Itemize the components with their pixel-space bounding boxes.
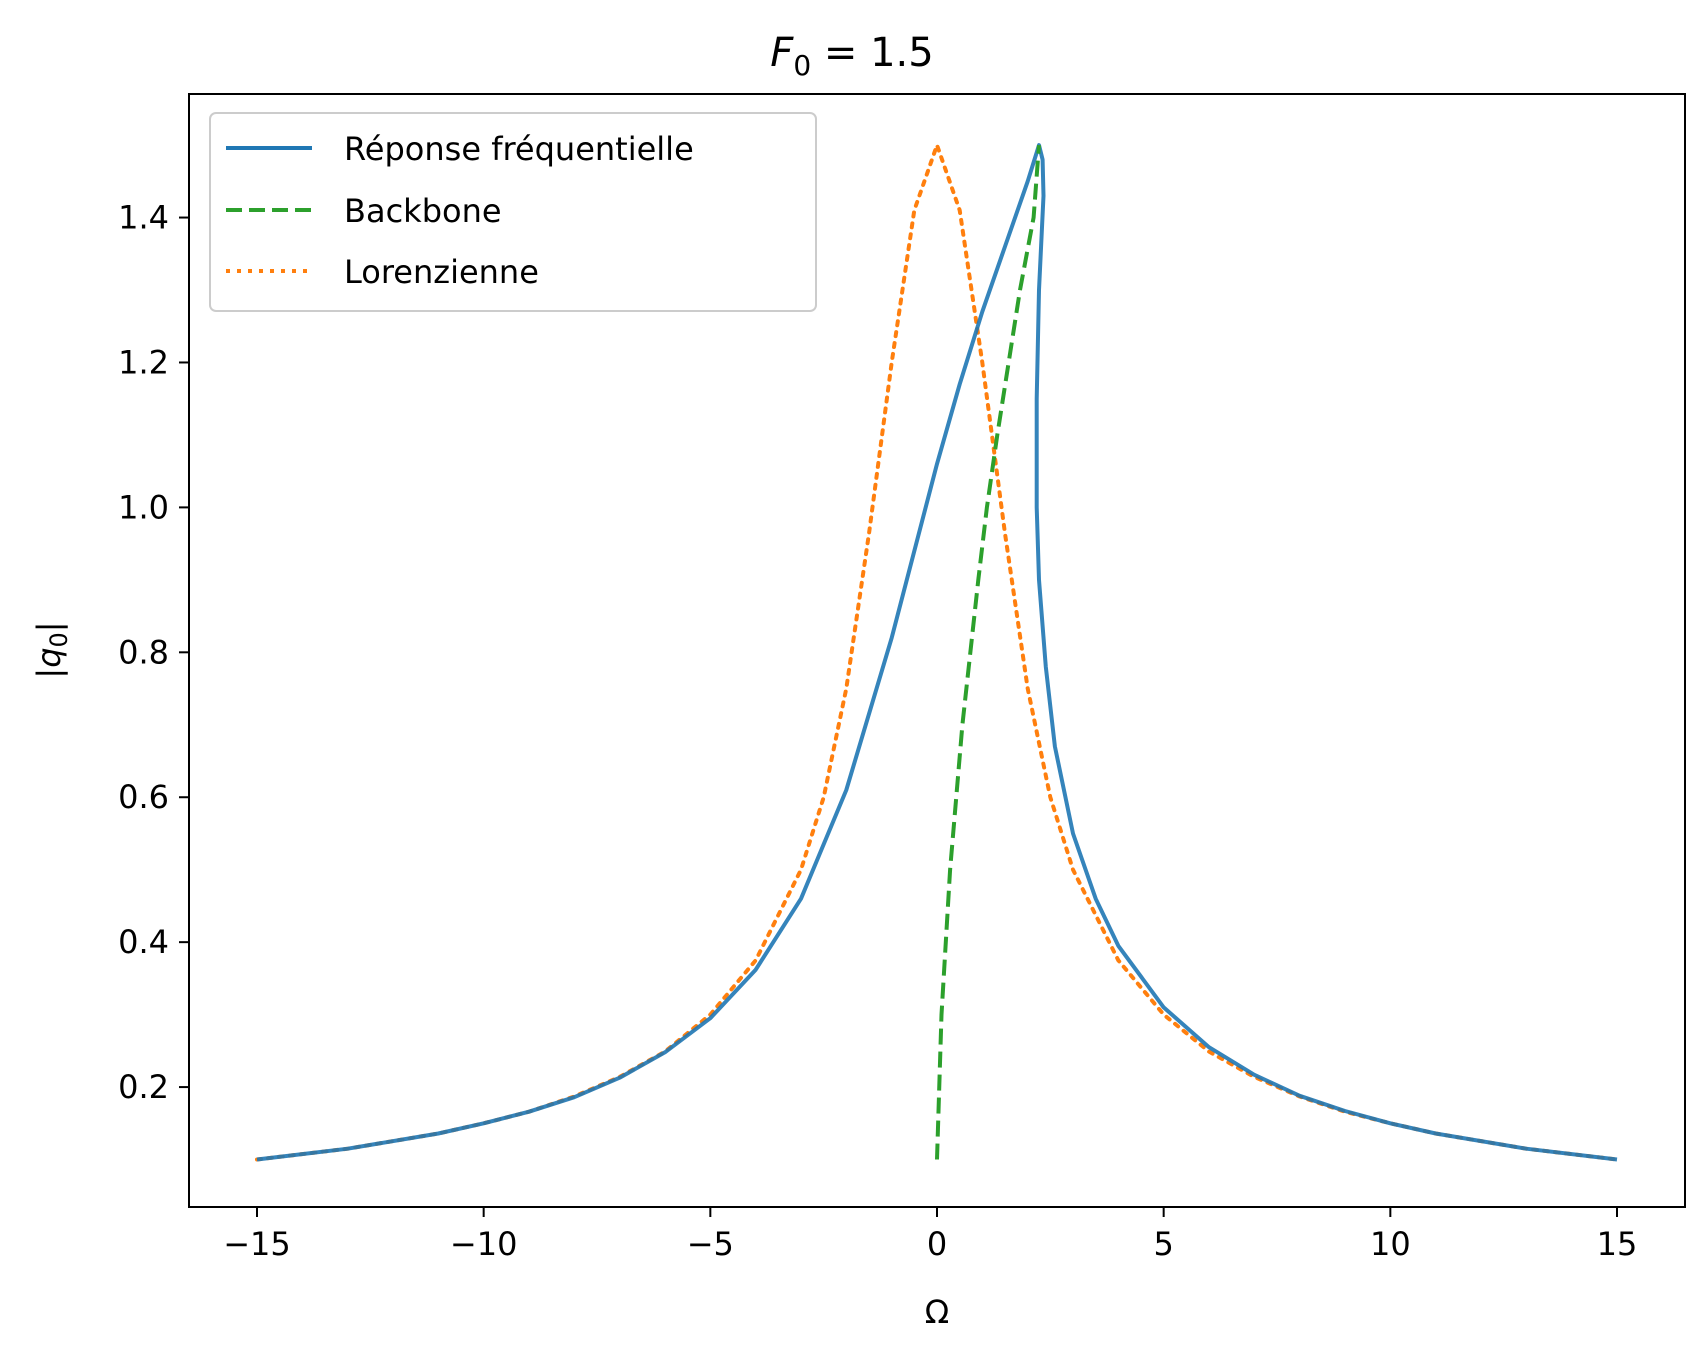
chart-title-subscript: 0 — [793, 49, 811, 82]
y-axis-label-close: | — [30, 621, 68, 632]
y-axis-ticks: 0.2 0.4 0.6 0.8 1.0 1.2 1.4 — [118, 199, 189, 1106]
legend-label-lorenzienne: Lorenzienne — [344, 253, 539, 291]
y-tick-label: 1.0 — [118, 488, 169, 526]
legend-label-backbone: Backbone — [344, 192, 502, 230]
legend: Réponse fréquentielle Backbone Lorenzien… — [209, 112, 817, 312]
y-axis-label: |q0| — [30, 621, 73, 678]
y-tick-label: 0.2 — [118, 1068, 169, 1106]
x-tick-label: −15 — [223, 1225, 291, 1263]
y-tick-label: 0.6 — [118, 778, 169, 816]
y-tick-label: 0.8 — [118, 633, 169, 671]
y-tick-label: 1.4 — [118, 199, 169, 237]
series-reponse-frequentielle — [256, 143, 1618, 1162]
y-axis-label-subscript: 0 — [45, 632, 73, 647]
x-axis-label: Ω — [925, 1293, 949, 1331]
legend-box — [209, 112, 817, 312]
y-tick-label: 0.4 — [118, 923, 169, 961]
x-tick-label: −10 — [450, 1225, 518, 1263]
y-axis-label-main: q — [30, 647, 68, 667]
x-tick-label: −5 — [687, 1225, 734, 1263]
chart-title: F0 = 1.5 — [770, 30, 933, 82]
x-tick-label: 10 — [1370, 1225, 1411, 1263]
chart-title-rest: = 1.5 — [811, 30, 934, 76]
x-axis-ticks: −15 −10 −5 0 5 10 15 — [223, 1207, 1637, 1263]
x-tick-label: 15 — [1597, 1225, 1638, 1263]
legend-label-reponse: Réponse fréquentielle — [344, 130, 694, 168]
x-tick-label: 0 — [927, 1225, 947, 1263]
series-backbone — [935, 144, 1041, 1160]
plot-frame — [188, 93, 1686, 1208]
series-layer — [255, 143, 1619, 1162]
x-tick-label: 5 — [1153, 1225, 1173, 1263]
y-tick-label: 1.2 — [118, 343, 169, 381]
y-axis-label-open: | — [30, 668, 68, 679]
chart-title-main: F — [770, 30, 794, 76]
